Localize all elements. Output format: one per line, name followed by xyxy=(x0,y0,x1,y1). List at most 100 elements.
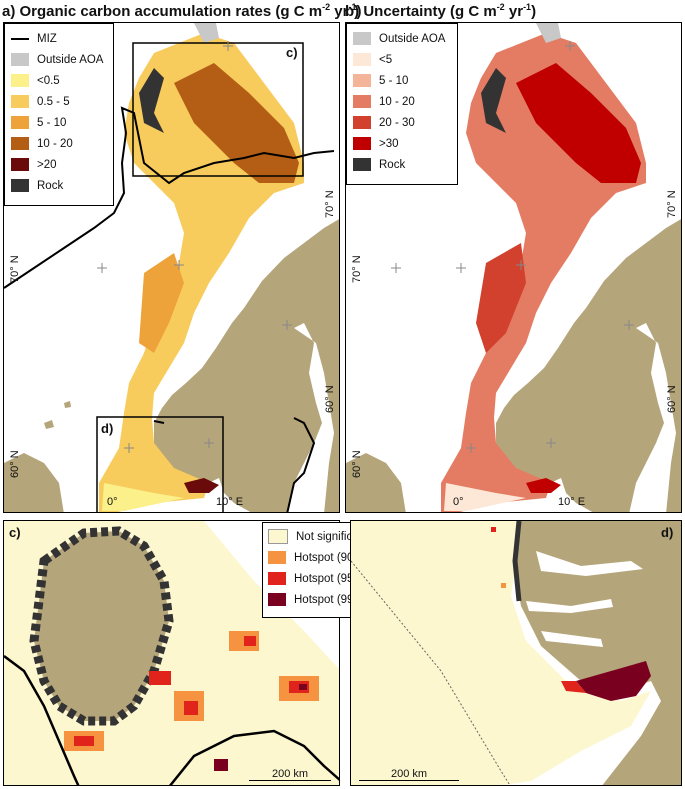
norway-land xyxy=(513,521,681,785)
legend-item-5-to-10: 5 - 10 xyxy=(11,112,107,133)
inset-c-label: c) xyxy=(286,45,298,60)
not-significant-area xyxy=(351,521,651,785)
lat-70-right-label: 70° N xyxy=(324,190,336,218)
rock-swatch xyxy=(11,179,29,192)
panel-b-map: Outside AOA <5 5 - 10 10 - 20 20 - 30 >3… xyxy=(345,22,682,513)
lat-70-right-label: 70° N xyxy=(666,190,678,218)
inset-d-label: d) xyxy=(101,421,114,436)
scandinavia-land xyxy=(154,219,339,512)
scale-line xyxy=(249,780,331,781)
panel-a-title: a) Organic carbon accumulation rates (g … xyxy=(2,2,362,20)
panel-c-label: c) xyxy=(9,525,21,540)
legend-item-miz: MIZ xyxy=(11,28,107,49)
legend-item-lt-5: <5 xyxy=(353,49,451,70)
medium-accumulation-zone xyxy=(139,253,184,353)
lon-10-label: 10° E xyxy=(216,496,244,508)
rock-zone xyxy=(139,68,164,133)
legend-label: MIZ xyxy=(37,32,57,45)
island xyxy=(44,420,54,429)
panel-a-legend: MIZ Outside AOA <0.5 0.5 - 5 5 - 10 10 -… xyxy=(4,23,114,206)
inset-c-box xyxy=(132,42,304,177)
legend-item-gt-30: >30 xyxy=(353,133,451,154)
lat-60-right-label: 60° N xyxy=(324,385,336,413)
denmark-land xyxy=(626,732,681,785)
legend-item-20-to-30: 20 - 30 xyxy=(353,112,451,133)
scale-label: 200 km xyxy=(271,768,309,780)
outside-aoa-swatch xyxy=(11,53,29,66)
legend-label: <5 xyxy=(379,53,393,66)
high-uncertainty-zone-south xyxy=(526,478,561,493)
mid-uncertainty-zone xyxy=(476,243,526,353)
rock-swatch xyxy=(353,158,371,171)
legend-label: 20 - 30 xyxy=(379,116,415,129)
legend-item-10-to-20: 10 - 20 xyxy=(353,91,451,112)
5-to-10-swatch xyxy=(11,116,29,129)
lon-10-label: 10° E xyxy=(558,496,586,508)
legend-item-10-to-20: 10 - 20 xyxy=(11,133,107,154)
legend-label: Rock xyxy=(379,158,406,171)
legend-item-outside-aoa: Outside AOA xyxy=(353,28,451,49)
domain-border xyxy=(351,560,511,785)
gt-30-swatch xyxy=(353,137,371,150)
legend-label: 5 - 10 xyxy=(37,116,67,129)
not-significant-swatch xyxy=(268,529,288,544)
fjord xyxy=(536,551,643,576)
legend-item-lt-0-5: <0.5 xyxy=(11,70,107,91)
10-to-20-swatch xyxy=(11,137,29,150)
legend-label: 5 - 10 xyxy=(379,74,409,87)
legend-item-0-5-to-5: 0.5 - 5 xyxy=(11,91,107,112)
panel-b-map-canvas xyxy=(346,23,681,512)
scale-line xyxy=(359,780,459,781)
legend-label: >20 xyxy=(37,158,57,171)
hotspot-95-swatch xyxy=(268,572,286,585)
legend-label: Outside AOA xyxy=(379,32,446,45)
baltic-sea xyxy=(287,323,334,512)
lat-70-left-label: 70° N xyxy=(9,255,21,283)
outside-aoa-zone xyxy=(536,23,561,43)
outside-aoa-zone xyxy=(194,23,219,43)
legend-label: 10 - 20 xyxy=(379,95,415,108)
20-to-30-swatch xyxy=(353,116,371,129)
panel-a-map-canvas xyxy=(4,23,339,512)
miz-line xyxy=(4,655,80,785)
lat-70-left-label: 70° N xyxy=(351,255,363,283)
lt-0-5-swatch xyxy=(11,74,29,87)
hotspot-99 xyxy=(576,661,651,701)
scandinavia-land xyxy=(496,219,681,512)
legend-item-rock: Rock xyxy=(353,154,451,175)
miz-line xyxy=(169,729,339,785)
lat-60-right-label: 60° N xyxy=(666,385,678,413)
fjord xyxy=(526,599,613,613)
panel-b-legend: Outside AOA <5 5 - 10 10 - 20 20 - 30 >3… xyxy=(346,23,458,185)
very-high-accumulation-zone xyxy=(184,478,219,493)
legend-item-gt-20: >20 xyxy=(11,154,107,175)
hotspot-90-swatch xyxy=(268,551,286,564)
scale-label: 200 km xyxy=(390,768,428,780)
high-uncertainty-zone xyxy=(516,63,641,183)
hotspot-clusters xyxy=(64,631,319,771)
legend-label: Rock xyxy=(37,179,64,192)
legend-label: 0.5 - 5 xyxy=(37,95,70,108)
svalbard-land xyxy=(34,531,169,721)
panel-d-scale-bar: 200 km xyxy=(359,768,459,781)
panel-b-title: b) Uncertainty (g C m-2 yr-1) xyxy=(345,2,537,20)
baltic-sea xyxy=(629,323,676,512)
graticule xyxy=(391,41,634,453)
hotspot-99-swatch xyxy=(268,593,286,606)
uk-land xyxy=(346,453,406,512)
uk-land xyxy=(4,453,64,512)
graticule xyxy=(97,41,292,453)
lon-0-label: 0° xyxy=(453,496,464,508)
legend-label: >30 xyxy=(379,137,399,150)
lt-5-swatch xyxy=(353,53,371,66)
10-to-20-swatch xyxy=(353,95,371,108)
panel-d-map: d) 200 km xyxy=(350,520,682,786)
outside-aoa-swatch xyxy=(353,32,371,45)
inset-d-box xyxy=(96,416,224,512)
panel-d-map-canvas xyxy=(351,521,681,785)
5-to-10-swatch xyxy=(353,74,371,87)
legend-label: 10 - 20 xyxy=(37,137,73,150)
legend-item-5-to-10: 5 - 10 xyxy=(353,70,451,91)
rock-zone xyxy=(481,68,506,133)
fjord xyxy=(541,631,603,647)
